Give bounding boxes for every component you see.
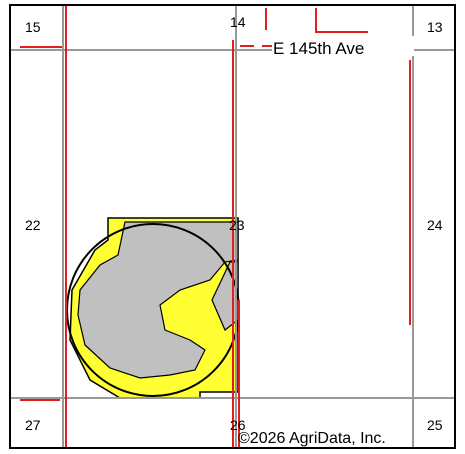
section-label: 15 (25, 19, 41, 35)
frame (9, 4, 456, 449)
section-label: 27 (25, 417, 41, 433)
section-label: 14 (230, 14, 246, 30)
road-label-bg (272, 36, 414, 56)
field-gray (77, 221, 239, 379)
field-gray (211, 261, 239, 331)
section-label: 22 (25, 217, 41, 233)
section-label: 13 (427, 19, 443, 35)
section-label: 25 (427, 417, 443, 433)
road-label: E 145th Ave (273, 39, 364, 58)
section-label: 23 (229, 217, 245, 233)
copyright: ©2026 AgriData, Inc. (238, 430, 386, 447)
section-label: 26 (230, 417, 246, 433)
section-label: 24 (427, 217, 443, 233)
